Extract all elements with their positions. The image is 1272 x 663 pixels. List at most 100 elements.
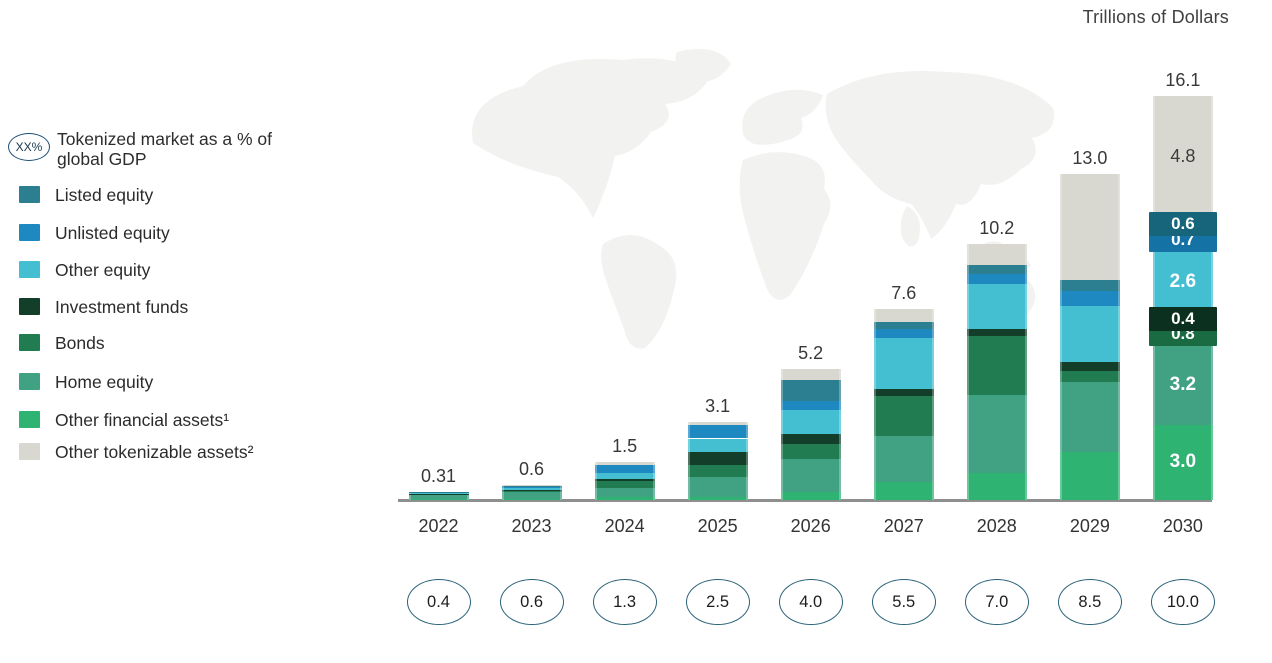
bar-segment-bonds bbox=[873, 395, 934, 436]
legend-item-label: Home equity bbox=[55, 372, 154, 392]
bar-segment-other_equity bbox=[780, 410, 841, 434]
gdp-percent-oval: 0.6 bbox=[499, 579, 564, 625]
legend-swatch bbox=[19, 186, 40, 203]
x-axis-year-label: 2024 bbox=[604, 516, 645, 536]
bar-segment-bonds bbox=[687, 464, 748, 478]
segment-value-label-other_equity: 2.6 bbox=[1169, 270, 1197, 292]
bar-segment-other_equity bbox=[501, 487, 562, 490]
bar-segment-investment_funds bbox=[780, 433, 841, 445]
bar-segment-home_equity bbox=[966, 395, 1027, 474]
bar-segment-bonds bbox=[1059, 370, 1120, 383]
legend-swatch bbox=[19, 334, 40, 351]
legend-swatch bbox=[19, 443, 40, 460]
bar-segment-home_equity bbox=[408, 495, 469, 500]
bar-segment-listed_equity bbox=[501, 485, 562, 487]
bar-total-label: 3.1 bbox=[705, 396, 731, 417]
legend-item-label: Bonds bbox=[55, 333, 105, 353]
x-axis-year-label: 2028 bbox=[976, 516, 1017, 536]
bar-segment-unlisted_equity bbox=[1059, 291, 1120, 307]
legend-item: Home equity bbox=[0, 372, 320, 394]
bar-segment-unlisted_equity bbox=[594, 465, 655, 473]
bar-segment-bonds bbox=[966, 336, 1027, 396]
bar-segment-other_tokenizable_assets bbox=[780, 369, 841, 380]
gdp-percent-oval: 8.5 bbox=[1057, 579, 1122, 625]
legend-item-label: Listed equity bbox=[55, 185, 154, 205]
legend-item: Bonds bbox=[0, 333, 320, 355]
legend-swatch bbox=[19, 261, 40, 278]
legend-swatch bbox=[19, 298, 40, 315]
legend-item-label: Investment funds bbox=[55, 297, 189, 317]
bar-segment-investment_funds bbox=[687, 452, 748, 465]
gdp-percent-oval: 10.0 bbox=[1150, 579, 1215, 625]
bar-segment-home_equity bbox=[873, 435, 934, 482]
gdp-percent-oval: 4.0 bbox=[778, 579, 843, 625]
legend-item-label: Other tokenizable assets² bbox=[55, 442, 254, 462]
legend-item-label: Other equity bbox=[55, 260, 151, 280]
bar-segment-bonds bbox=[408, 494, 469, 496]
bar-total-label: 5.2 bbox=[798, 343, 824, 364]
gdp-percent-oval: 0.4 bbox=[406, 579, 471, 625]
gdp-percent-oval-badge: XX% bbox=[8, 133, 50, 161]
legend-item: Other financial assets¹ bbox=[0, 410, 320, 432]
chart-units-title: Trillions of Dollars bbox=[1082, 7, 1229, 27]
bar-segment-investment_funds bbox=[966, 328, 1027, 337]
bar-segment-other_equity bbox=[687, 438, 748, 453]
x-axis-year-label: 2027 bbox=[883, 516, 924, 536]
bar-total-label: 0.31 bbox=[420, 466, 457, 487]
bar-segment-other_tokenizable_assets bbox=[873, 309, 934, 322]
gdp-percent-oval: 7.0 bbox=[964, 579, 1029, 625]
bar-segment-other_tokenizable_assets bbox=[1059, 173, 1120, 280]
legend-item: Investment funds bbox=[0, 297, 320, 319]
bar-segment-bonds bbox=[501, 490, 562, 492]
legend-item: Other tokenizable assets² bbox=[0, 442, 320, 464]
x-axis-year-label: 2022 bbox=[418, 516, 459, 536]
bar-segment-other_equity bbox=[966, 283, 1027, 329]
bar-total-label: 0.6 bbox=[519, 458, 545, 479]
legend-item-label: Other financial assets¹ bbox=[55, 410, 230, 430]
legend-item: Listed equity bbox=[0, 185, 320, 207]
bar-segment-other_tokenizable_assets bbox=[1152, 95, 1213, 217]
gdp-percent-placeholder: XX% bbox=[15, 140, 43, 154]
legend: XX% Tokenized market as a % of global GD… bbox=[0, 0, 320, 663]
bar-segment-investment_funds bbox=[873, 389, 934, 396]
legend-item: Unlisted equity bbox=[0, 223, 320, 245]
x-axis-year-label: 2029 bbox=[1069, 516, 1110, 536]
bar-segment-other_financial_assets bbox=[1059, 452, 1120, 500]
bar-segment-unlisted_equity bbox=[408, 492, 469, 493]
bar-total-label: 13.0 bbox=[1072, 147, 1108, 168]
bar-segment-other_equity bbox=[873, 338, 934, 390]
x-axis-year-label: 2023 bbox=[511, 516, 552, 536]
gdp-percent-oval: 2.5 bbox=[685, 579, 750, 625]
bar-segment-other_tokenizable_assets bbox=[501, 484, 562, 486]
bar-segment-other_financial_assets bbox=[501, 498, 562, 500]
gdp-note-label: Tokenized market as a % of global GDP bbox=[57, 129, 272, 169]
x-axis-year-label: 2030 bbox=[1162, 516, 1203, 536]
bar-segment-home_equity bbox=[501, 491, 562, 499]
gdp-percent-oval: 5.5 bbox=[871, 579, 936, 625]
segment-value-label-other_financial_assets: 3.0 bbox=[1169, 451, 1197, 473]
bar-segment-unlisted_equity bbox=[873, 329, 934, 339]
bar-segment-bonds bbox=[780, 444, 841, 460]
bar-total-label: 1.5 bbox=[612, 436, 638, 457]
bar-segment-home_equity bbox=[780, 459, 841, 492]
bar-segment-other_equity bbox=[408, 492, 469, 494]
x-axis-line bbox=[398, 499, 1212, 502]
legend-swatch bbox=[19, 411, 40, 428]
segment-value-badge-listed_equity: 0.6 bbox=[1148, 211, 1217, 236]
bar-segment-other_equity bbox=[1152, 249, 1213, 315]
segment-value-label-home_equity: 3.2 bbox=[1169, 373, 1197, 395]
segment-value-badge-investment_funds: 0.4 bbox=[1148, 307, 1217, 332]
bar-segment-other_financial_assets bbox=[408, 499, 469, 500]
bar-segment-bonds bbox=[594, 480, 655, 489]
bar-segment-home_equity bbox=[1059, 382, 1120, 453]
bar-segment-other_equity bbox=[1059, 306, 1120, 362]
bar-segment-unlisted_equity bbox=[966, 273, 1027, 284]
legend-item-label: Unlisted equity bbox=[55, 223, 170, 243]
bar-segment-home_equity bbox=[1152, 344, 1213, 425]
legend-swatch bbox=[19, 224, 40, 241]
bar-segment-listed_equity bbox=[873, 321, 934, 330]
bar-segment-other_financial_assets bbox=[594, 496, 655, 500]
bar-segment-listed_equity bbox=[966, 264, 1027, 274]
bar-segment-unlisted_equity bbox=[687, 424, 748, 439]
